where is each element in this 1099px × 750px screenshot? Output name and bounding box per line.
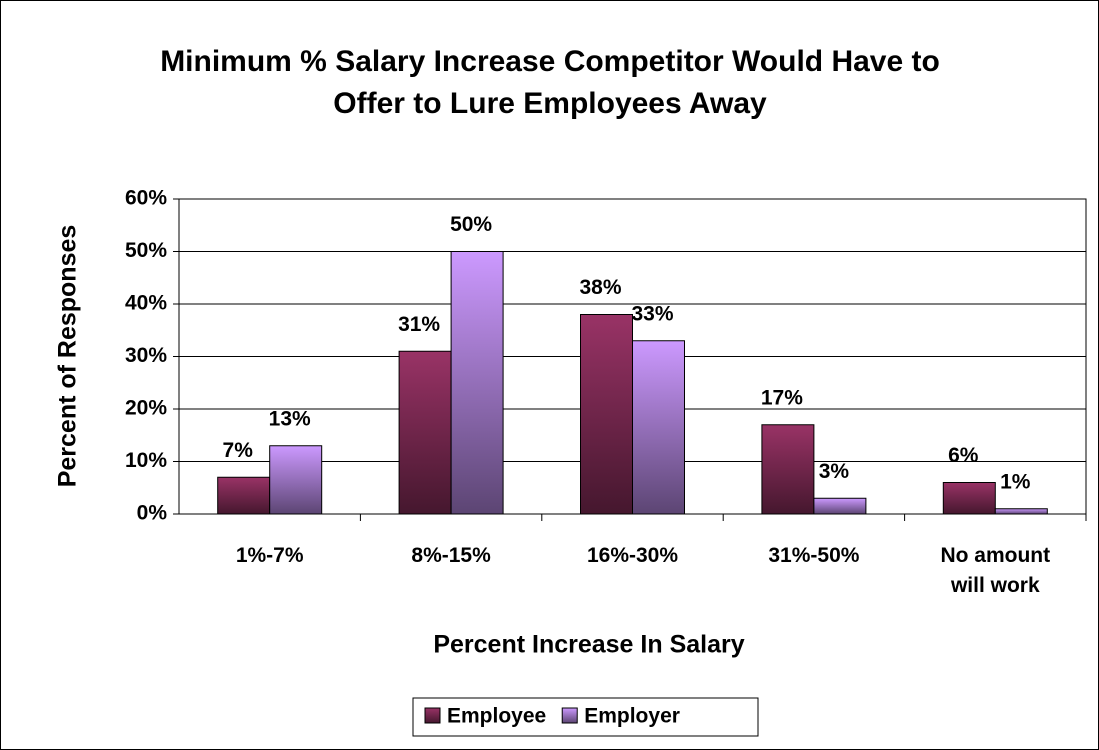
bar	[580, 314, 633, 515]
value-label: 17%	[761, 386, 803, 409]
x-tick-label: 8%-15%	[411, 544, 491, 567]
value-label: 33%	[631, 302, 673, 325]
legend-swatch	[424, 707, 441, 724]
value-label: 38%	[579, 276, 621, 299]
value-label: 6%	[948, 444, 979, 467]
y-tick-label: 60%	[125, 187, 167, 210]
x-tick-label: 16%-30%	[586, 544, 679, 567]
value-label: 13%	[269, 407, 311, 430]
x-tick-label: No amount will work	[940, 544, 1051, 597]
bar	[217, 476, 271, 515]
bar	[398, 350, 452, 515]
bar	[942, 482, 996, 515]
value-label: 7%	[223, 439, 254, 462]
legend-box	[412, 697, 759, 737]
y-tick-label: 0%	[137, 502, 168, 525]
value-label: 50%	[450, 213, 492, 236]
y-tick-label: 20%	[125, 397, 167, 420]
y-tick-label: 10%	[125, 449, 167, 472]
bar	[269, 445, 323, 515]
y-tick-label: 30%	[125, 344, 167, 367]
x-axis-label: Percent Increase In Salary	[433, 631, 744, 659]
value-label: 31%	[398, 313, 440, 336]
x-tick-label: 1%-7%	[235, 544, 304, 567]
bar	[813, 497, 867, 515]
y-tick-label: 50%	[125, 239, 167, 262]
legend-swatch	[561, 707, 578, 724]
bar	[450, 251, 504, 515]
y-tick-label: 40%	[125, 292, 167, 315]
bar	[994, 508, 1048, 515]
y-axis-label: Percent of Responses	[54, 225, 82, 488]
chart-title: Minimum % Salary Increase Competitor Wou…	[160, 45, 940, 120]
bar	[761, 424, 815, 515]
x-tick-label: 31%-50%	[768, 544, 860, 567]
value-label: 1%	[1000, 470, 1031, 493]
bar	[632, 340, 685, 515]
value-label: 3%	[819, 460, 850, 483]
legend-label: Employer	[584, 705, 680, 728]
legend-label: Employee	[447, 705, 546, 728]
